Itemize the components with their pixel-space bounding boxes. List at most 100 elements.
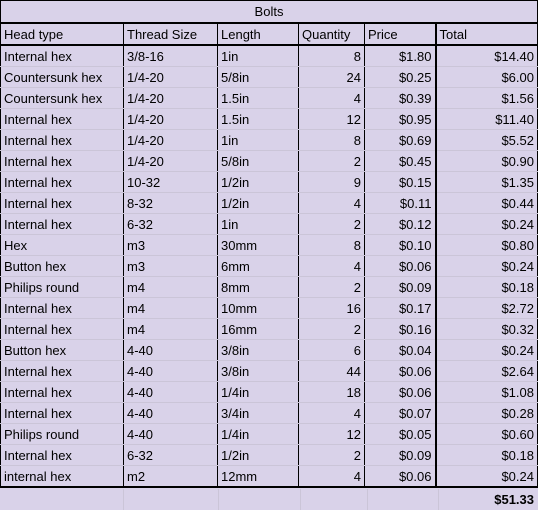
- cell-quantity[interactable]: 2: [298, 213, 365, 235]
- cell-thread-size[interactable]: 1/4-20: [123, 87, 218, 109]
- cell-quantity[interactable]: 12: [298, 423, 365, 445]
- cell-price[interactable]: $0.12: [364, 213, 436, 235]
- cell-head-type[interactable]: Internal hex: [0, 381, 124, 403]
- cell-head-type[interactable]: Philips round: [0, 276, 124, 298]
- cell-head-type[interactable]: Internal hex: [0, 213, 124, 235]
- cell-total[interactable]: $0.24: [434, 255, 538, 277]
- empty-cell[interactable]: [0, 489, 124, 510]
- cell-quantity[interactable]: 2: [298, 276, 365, 298]
- cell-thread-size[interactable]: 6-32: [123, 213, 218, 235]
- cell-head-type[interactable]: Internal hex: [0, 297, 124, 319]
- cell-total[interactable]: $0.24: [434, 213, 538, 235]
- grand-total-value[interactable]: $51.33: [494, 492, 534, 507]
- cell-quantity[interactable]: 8: [298, 234, 365, 256]
- cell-length[interactable]: 1/4in: [217, 423, 299, 445]
- cell-length[interactable]: 3/8in: [217, 339, 299, 361]
- cell-total[interactable]: $0.32: [434, 318, 538, 340]
- cell-head-type[interactable]: Internal hex: [0, 44, 124, 67]
- cell-total[interactable]: $0.80: [434, 234, 538, 256]
- cell-head-type[interactable]: Internal hex: [0, 129, 124, 151]
- cell-head-type[interactable]: Countersunk hex: [0, 87, 124, 109]
- cell-thread-size[interactable]: m4: [123, 318, 218, 340]
- cell-thread-size[interactable]: 4-40: [123, 360, 218, 382]
- header-head-type[interactable]: Head type: [0, 22, 124, 46]
- cell-thread-size[interactable]: 4-40: [123, 339, 218, 361]
- cell-price[interactable]: $1.80: [364, 44, 436, 67]
- cell-quantity[interactable]: 18: [298, 381, 365, 403]
- cell-head-type[interactable]: Internal hex: [0, 108, 124, 130]
- cell-thread-size[interactable]: 8-32: [123, 192, 218, 214]
- cell-head-type[interactable]: Internal hex: [0, 192, 124, 214]
- cell-price[interactable]: $0.05: [364, 423, 436, 445]
- cell-quantity[interactable]: 8: [298, 44, 365, 67]
- empty-cell[interactable]: [368, 489, 439, 510]
- cell-head-type[interactable]: internal hex: [0, 465, 124, 488]
- cell-quantity[interactable]: 12: [298, 108, 365, 130]
- cell-thread-size[interactable]: m4: [123, 276, 218, 298]
- cell-quantity[interactable]: 9: [298, 171, 365, 193]
- cell-price[interactable]: $0.39: [364, 87, 436, 109]
- cell-price[interactable]: $0.09: [364, 444, 436, 466]
- table-title[interactable]: Bolts: [0, 0, 538, 22]
- cell-length[interactable]: 1/2in: [217, 171, 299, 193]
- cell-price[interactable]: $0.11: [364, 192, 436, 214]
- cell-length[interactable]: 6mm: [217, 255, 299, 277]
- cell-price[interactable]: $0.06: [364, 465, 436, 488]
- cell-length[interactable]: 5/8in: [217, 150, 299, 172]
- cell-total[interactable]: $0.18: [434, 276, 538, 298]
- header-price[interactable]: Price: [364, 22, 436, 46]
- cell-length[interactable]: 30mm: [217, 234, 299, 256]
- cell-length[interactable]: 3/4in: [217, 402, 299, 424]
- cell-length[interactable]: 12mm: [217, 465, 299, 488]
- cell-price[interactable]: $0.06: [364, 360, 436, 382]
- cell-thread-size[interactable]: 4-40: [123, 423, 218, 445]
- cell-quantity[interactable]: 4: [298, 465, 365, 488]
- cell-head-type[interactable]: Button hex: [0, 339, 124, 361]
- cell-price[interactable]: $0.17: [364, 297, 436, 319]
- cell-head-type[interactable]: Internal hex: [0, 318, 124, 340]
- cell-length[interactable]: 3/8in: [217, 360, 299, 382]
- cell-price[interactable]: $0.45: [364, 150, 436, 172]
- cell-head-type[interactable]: Hex: [0, 234, 124, 256]
- cell-total[interactable]: $14.40: [434, 44, 538, 67]
- empty-cell[interactable]: [219, 489, 301, 510]
- cell-head-type[interactable]: Internal hex: [0, 444, 124, 466]
- cell-total[interactable]: $1.56: [434, 87, 538, 109]
- cell-price[interactable]: $0.25: [364, 66, 436, 88]
- cell-thread-size[interactable]: 6-32: [123, 444, 218, 466]
- cell-length[interactable]: 16mm: [217, 318, 299, 340]
- cell-thread-size[interactable]: 4-40: [123, 402, 218, 424]
- cell-length[interactable]: 1in: [217, 213, 299, 235]
- cell-length[interactable]: 8mm: [217, 276, 299, 298]
- cell-total[interactable]: $0.24: [434, 465, 538, 488]
- cell-quantity[interactable]: 6: [298, 339, 365, 361]
- cell-quantity[interactable]: 44: [298, 360, 365, 382]
- cell-price[interactable]: $0.06: [364, 381, 436, 403]
- cell-price[interactable]: $0.04: [364, 339, 436, 361]
- cell-total[interactable]: $0.44: [434, 192, 538, 214]
- cell-total[interactable]: $2.72: [434, 297, 538, 319]
- cell-length[interactable]: 1in: [217, 129, 299, 151]
- empty-cell[interactable]: [301, 489, 368, 510]
- cell-thread-size[interactable]: m3: [123, 255, 218, 277]
- cell-thread-size[interactable]: m3: [123, 234, 218, 256]
- header-thread-size[interactable]: Thread Size: [123, 22, 218, 46]
- cell-quantity[interactable]: 16: [298, 297, 365, 319]
- cell-total[interactable]: $0.60: [434, 423, 538, 445]
- cell-total[interactable]: $6.00: [434, 66, 538, 88]
- cell-thread-size[interactable]: 4-40: [123, 381, 218, 403]
- cell-thread-size[interactable]: m2: [123, 465, 218, 488]
- cell-head-type[interactable]: Internal hex: [0, 171, 124, 193]
- empty-cell[interactable]: [124, 489, 219, 510]
- header-quantity[interactable]: Quantity: [298, 22, 365, 46]
- cell-length[interactable]: 1.5in: [217, 108, 299, 130]
- cell-thread-size[interactable]: m4: [123, 297, 218, 319]
- cell-price[interactable]: $0.16: [364, 318, 436, 340]
- cell-total[interactable]: $11.40: [434, 108, 538, 130]
- cell-length[interactable]: 1.5in: [217, 87, 299, 109]
- cell-head-type[interactable]: Countersunk hex: [0, 66, 124, 88]
- cell-head-type[interactable]: Button hex: [0, 255, 124, 277]
- cell-length[interactable]: 1in: [217, 44, 299, 67]
- cell-head-type[interactable]: Internal hex: [0, 150, 124, 172]
- cell-length[interactable]: 1/2in: [217, 444, 299, 466]
